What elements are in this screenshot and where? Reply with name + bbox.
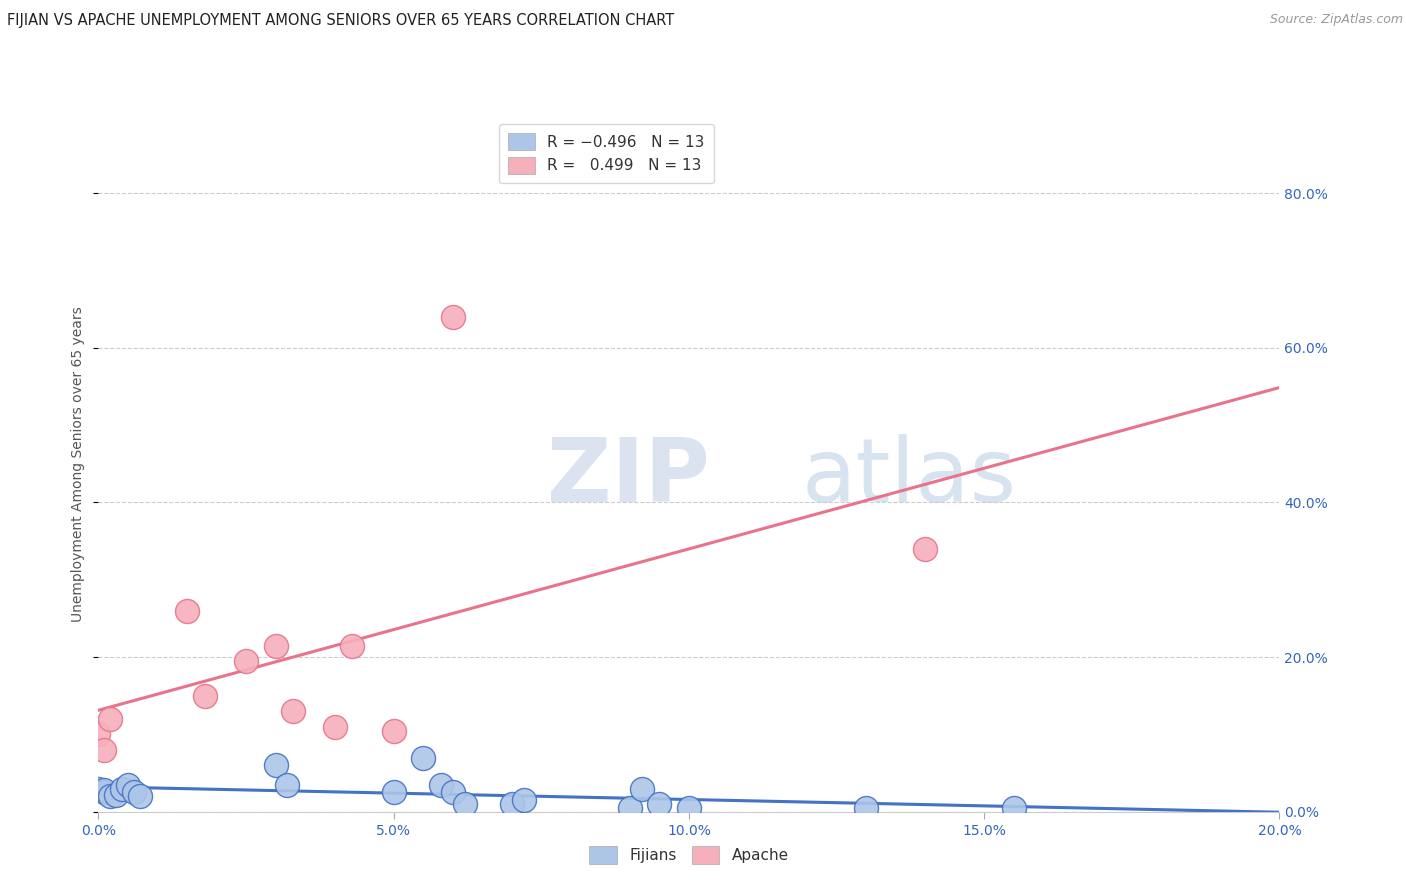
Point [93, 785, 115, 799]
Point [235, 654, 257, 668]
Point [382, 785, 405, 799]
Point [176, 604, 198, 618]
Point [128, 789, 150, 804]
Point [619, 801, 641, 815]
Point [264, 758, 287, 772]
Legend: Fijians, Apache: Fijians, Apache [583, 840, 794, 871]
Point [453, 797, 475, 811]
Point [441, 310, 464, 324]
Text: Source: ZipAtlas.com: Source: ZipAtlas.com [1270, 13, 1403, 27]
Text: FIJIAN VS APACHE UNEMPLOYMENT AMONG SENIORS OVER 65 YEARS CORRELATION CHART: FIJIAN VS APACHE UNEMPLOYMENT AMONG SENI… [7, 13, 675, 29]
Point [122, 785, 145, 799]
Point [501, 797, 523, 811]
Point [98, 712, 121, 726]
Point [283, 704, 305, 718]
Point [111, 781, 134, 796]
Point [98, 789, 121, 804]
Point [117, 778, 139, 792]
Text: atlas: atlas [801, 434, 1017, 521]
Point [1002, 801, 1025, 815]
Point [512, 793, 534, 807]
Point [194, 689, 217, 703]
Point [630, 781, 652, 796]
Point [382, 723, 405, 738]
Point [648, 797, 671, 811]
Point [105, 788, 128, 802]
Text: ZIP: ZIP [547, 434, 710, 521]
Y-axis label: Unemployment Among Seniors over 65 years: Unemployment Among Seniors over 65 years [70, 306, 84, 622]
Point [412, 750, 434, 764]
Point [87, 781, 110, 796]
Point [93, 743, 115, 757]
Point [855, 801, 877, 815]
Point [264, 639, 287, 653]
Point [342, 639, 364, 653]
Point [441, 785, 464, 799]
Point [678, 801, 700, 815]
Point [87, 727, 110, 741]
Point [276, 778, 298, 792]
Point [93, 783, 115, 797]
Point [323, 720, 346, 734]
Point [914, 541, 936, 556]
Point [430, 778, 453, 792]
